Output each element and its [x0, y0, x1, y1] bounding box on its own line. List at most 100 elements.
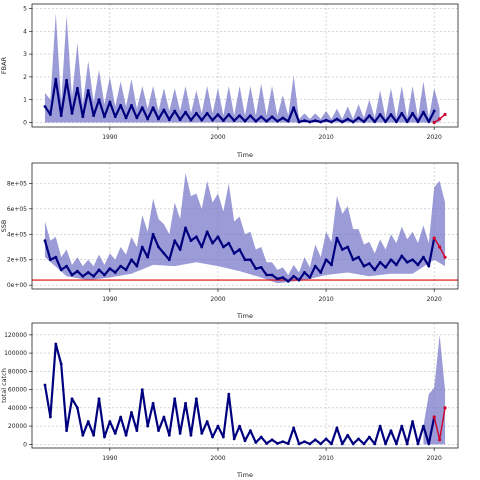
- median-point: [303, 440, 306, 444]
- y-tick-label: 0: [23, 119, 27, 126]
- median-point: [389, 113, 393, 116]
- median-point: [373, 120, 377, 124]
- median-point: [249, 114, 252, 118]
- median-point: [178, 432, 182, 435]
- y-tick-label: 40000: [8, 405, 27, 412]
- median-point: [184, 401, 187, 405]
- median-point: [86, 271, 90, 274]
- median-point: [405, 260, 409, 264]
- median-point: [313, 264, 317, 268]
- x-axis-title: Time: [236, 151, 253, 159]
- median-point: [259, 265, 263, 269]
- median-point: [108, 420, 112, 423]
- median-point: [340, 442, 344, 446]
- median-point: [373, 442, 377, 446]
- median-point: [286, 119, 290, 123]
- median-point: [335, 236, 339, 240]
- median-point: [162, 251, 166, 255]
- plot-frame: [31, 3, 459, 128]
- median-point: [135, 264, 139, 268]
- median-point: [286, 279, 290, 283]
- median-point: [167, 433, 171, 437]
- median-point: [65, 78, 68, 82]
- median-point: [297, 278, 301, 282]
- median-point: [70, 111, 74, 115]
- median-point: [189, 239, 193, 243]
- median-point: [378, 260, 382, 264]
- median-point: [324, 258, 328, 262]
- median-point: [319, 271, 323, 274]
- x-tick-label: 1990: [102, 134, 117, 141]
- median-point: [173, 397, 177, 401]
- median-point: [351, 258, 355, 262]
- median-point: [65, 429, 68, 433]
- median-point: [308, 442, 312, 446]
- median-point: [259, 115, 263, 119]
- median-point: [92, 114, 96, 118]
- median-point: [140, 388, 144, 392]
- median-point: [167, 118, 171, 122]
- median-point: [140, 106, 144, 110]
- median-point: [70, 273, 74, 277]
- median-point: [373, 268, 377, 272]
- median-point: [81, 115, 85, 119]
- median-point: [238, 114, 241, 118]
- panel-fbar: 1990 2000 2010 2020 0 1 2 3 4 5 Time FBAR: [0, 3, 459, 159]
- median-point: [432, 109, 436, 113]
- y-tick-label: 4: [23, 28, 27, 35]
- y-tick-label: 20000: [8, 423, 27, 430]
- x-tick-label: 2000: [210, 296, 225, 303]
- median-point: [146, 117, 150, 121]
- median-point: [351, 442, 355, 446]
- x-tick-label: 2010: [318, 296, 333, 303]
- median-point: [276, 119, 279, 123]
- median-point: [427, 264, 431, 268]
- median-point: [400, 111, 404, 115]
- median-point: [189, 433, 193, 437]
- median-point: [211, 435, 214, 439]
- median-point: [367, 262, 371, 265]
- median-point: [238, 424, 241, 428]
- median-point: [173, 109, 177, 113]
- median-point: [362, 264, 366, 268]
- median-point: [70, 397, 74, 401]
- median-point: [394, 263, 398, 267]
- median-point: [146, 424, 150, 428]
- median-point: [140, 245, 144, 249]
- median-point: [335, 117, 339, 121]
- median-point: [124, 116, 128, 120]
- median-point: [130, 103, 133, 107]
- median-point: [394, 120, 398, 124]
- y-tick-label: 1: [23, 97, 27, 104]
- median-point: [54, 255, 58, 259]
- median-point: [265, 442, 269, 445]
- median-point: [194, 111, 198, 115]
- median-point: [400, 254, 404, 258]
- plot-frame: [31, 322, 459, 449]
- median-point: [346, 117, 350, 121]
- median-point: [254, 267, 258, 271]
- projection-point: [438, 245, 442, 249]
- median-point: [286, 442, 290, 446]
- median-point: [357, 116, 360, 120]
- median-point: [130, 258, 133, 262]
- median-point: [232, 437, 236, 441]
- median-point: [362, 442, 366, 446]
- median-point: [205, 111, 209, 115]
- median-point: [367, 114, 371, 118]
- median-point: [130, 411, 133, 414]
- median-point: [43, 105, 47, 108]
- median-point: [389, 429, 393, 433]
- median-point: [65, 264, 68, 268]
- y-axis-title: FBAR: [0, 56, 8, 74]
- median-point: [292, 426, 296, 430]
- median-point: [86, 420, 90, 423]
- uncertainty-band: [423, 334, 446, 445]
- median-point: [119, 264, 123, 268]
- y-tick-label: 0: [23, 441, 27, 448]
- median-point: [43, 383, 47, 387]
- y-tick-label: 8e+05: [7, 180, 27, 187]
- median-point: [200, 245, 204, 249]
- median-point: [113, 115, 117, 119]
- median-point: [221, 435, 225, 439]
